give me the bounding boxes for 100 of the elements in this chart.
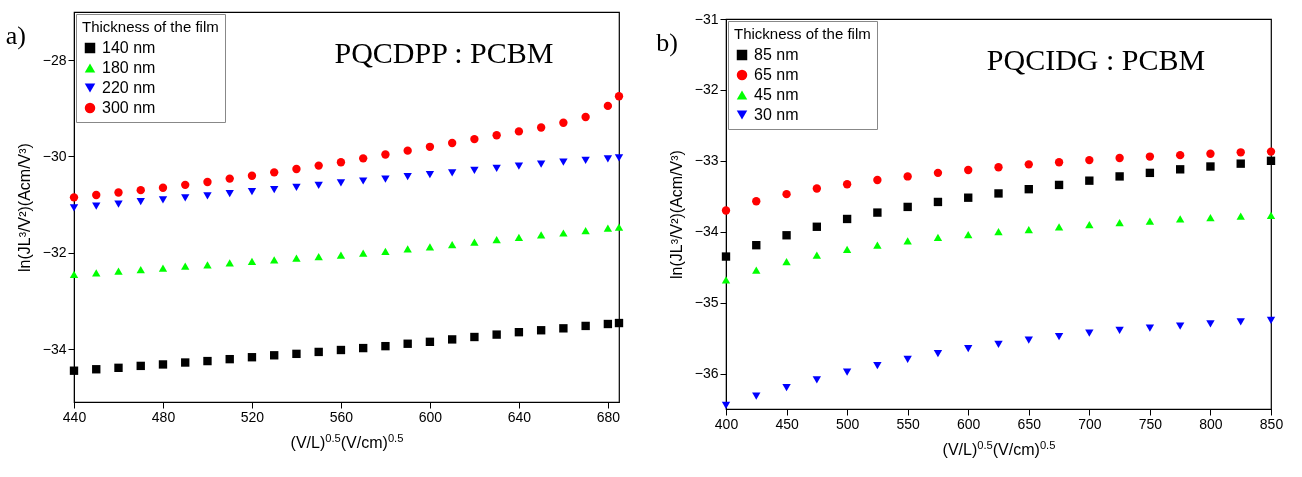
- point: [994, 163, 1003, 172]
- point: [314, 181, 323, 189]
- point: [559, 229, 568, 237]
- x-tick-label: 400: [714, 415, 739, 432]
- point: [842, 214, 852, 224]
- point: [581, 226, 590, 235]
- x-tick-label: 480: [151, 408, 176, 425]
- point: [470, 332, 479, 342]
- point: [381, 247, 390, 255]
- point: [270, 256, 279, 264]
- point: [270, 168, 279, 177]
- point: [247, 257, 257, 266]
- point: [1054, 333, 1064, 341]
- point: [614, 223, 624, 231]
- point: [492, 164, 501, 173]
- point: [903, 355, 912, 363]
- text: PQCDPP : PCBM: [334, 36, 554, 69]
- point: [292, 183, 301, 191]
- point: [842, 368, 852, 376]
- point: [514, 233, 524, 241]
- point: [536, 231, 546, 239]
- x-tick-label: 700: [1078, 415, 1102, 432]
- legend-label: 45 nm: [754, 86, 799, 103]
- legend-label: 140 nm: [102, 39, 156, 56]
- point: [181, 358, 190, 367]
- point: [470, 134, 479, 144]
- point: [1145, 168, 1155, 178]
- point: [225, 189, 234, 198]
- point: [903, 202, 912, 212]
- point: [964, 165, 973, 175]
- point: [873, 362, 882, 370]
- point: [247, 171, 257, 180]
- x-tick-label: 500: [835, 415, 860, 432]
- point: [581, 112, 590, 122]
- point: [447, 138, 457, 148]
- point: [403, 245, 412, 253]
- point: [614, 154, 624, 162]
- point: [203, 177, 212, 187]
- point: [114, 200, 123, 208]
- point: [721, 206, 731, 215]
- point: [336, 345, 346, 355]
- point: [425, 243, 435, 251]
- point: [614, 92, 624, 101]
- point: [158, 360, 168, 369]
- text: b): [656, 28, 678, 57]
- text: PQCIDG : PCBM: [986, 43, 1206, 76]
- point: [359, 177, 368, 185]
- point: [69, 270, 79, 279]
- legend-label: 30 nm: [754, 106, 799, 123]
- legend-label: 85 nm: [754, 46, 799, 63]
- point: [1236, 212, 1245, 220]
- x-tick-label: 450: [775, 415, 799, 432]
- point: [114, 267, 123, 275]
- point: [1024, 185, 1033, 194]
- point: [994, 228, 1003, 236]
- point: [1145, 217, 1155, 225]
- point: [1024, 225, 1033, 234]
- point: [752, 241, 761, 250]
- point: [114, 363, 123, 372]
- point: [314, 347, 323, 357]
- x-tick-label: 640: [507, 408, 532, 425]
- point: [603, 224, 613, 232]
- point: [903, 237, 912, 245]
- legend-title: Thickness of the film: [82, 18, 219, 35]
- y-tick-label: −30: [42, 147, 67, 164]
- point: [381, 175, 390, 183]
- x-tick-label: 800: [1199, 415, 1223, 432]
- point: [536, 326, 546, 335]
- point: [752, 197, 761, 206]
- point: [92, 190, 101, 200]
- x-axis-title: (V/L)$^{0.5}$(V/cm)$^{0.5}$: [942, 438, 1056, 458]
- point: [181, 262, 190, 270]
- point: [359, 343, 368, 353]
- point: [1054, 158, 1064, 167]
- point: [292, 164, 301, 174]
- point: [492, 131, 501, 140]
- point: [158, 183, 168, 192]
- point: [336, 251, 346, 259]
- point: [873, 208, 882, 217]
- point: [1175, 215, 1185, 223]
- point: [136, 265, 145, 274]
- y-axis-title: ln(JL³/V²)(Acm/V³): [667, 150, 685, 279]
- point: [403, 339, 412, 348]
- point: [92, 202, 101, 210]
- point: [1236, 159, 1245, 168]
- point: [314, 252, 323, 261]
- point: [782, 257, 791, 266]
- point: [581, 156, 590, 164]
- point: [136, 361, 145, 371]
- text: a): [5, 21, 26, 50]
- point: [603, 155, 613, 163]
- point: [1054, 180, 1064, 190]
- point: [514, 162, 524, 170]
- point: [136, 185, 145, 195]
- x-tick-label: 750: [1138, 415, 1163, 432]
- point: [381, 150, 390, 159]
- y-tick-label: −33: [694, 152, 719, 169]
- point: [812, 222, 822, 231]
- legend-label: 180 nm: [102, 59, 156, 76]
- point: [425, 142, 435, 151]
